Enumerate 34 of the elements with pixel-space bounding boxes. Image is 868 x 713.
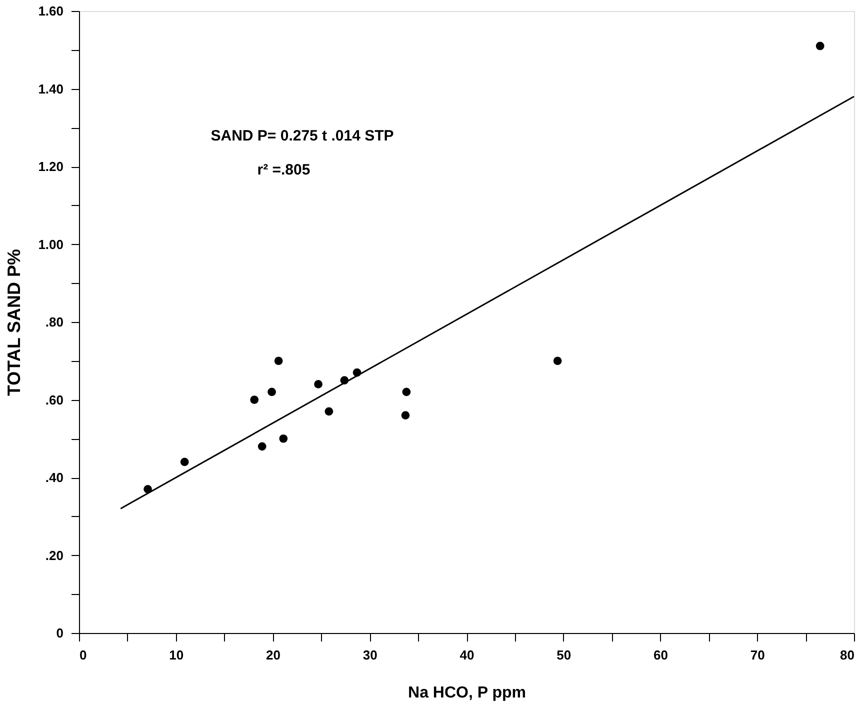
- point: [816, 42, 824, 50]
- y-tick-label: .60: [45, 392, 64, 408]
- x-tick-label: 70: [750, 648, 765, 662]
- y-axis-title: TOTAL SAND P%: [4, 248, 24, 396]
- point: [258, 442, 266, 451]
- point: [401, 411, 410, 420]
- y-tick-label: 0: [56, 626, 64, 640]
- point: [402, 388, 411, 396]
- x-tick-label: 50: [556, 648, 572, 662]
- x-tick-label: 40: [460, 648, 474, 662]
- y-tick-label: .80: [45, 314, 64, 330]
- y-tick-label: 1.00: [38, 236, 64, 252]
- x-tick-label: 20: [266, 648, 280, 662]
- y-tick-label: 1.60: [38, 4, 64, 18]
- x-tick-label: 30: [362, 648, 378, 662]
- x-tick-label: 80: [840, 648, 854, 662]
- point: [274, 356, 283, 366]
- x-tick-label: 60: [654, 648, 668, 662]
- annotation: r² =.805: [257, 162, 310, 179]
- x-tick-label: 0: [80, 648, 87, 662]
- point: [250, 396, 259, 404]
- point: [268, 388, 276, 396]
- y-tick-label: 1.40: [38, 81, 64, 96]
- point: [553, 356, 562, 366]
- x-tick-label: 10: [169, 648, 184, 662]
- point: [279, 434, 288, 443]
- point: [314, 380, 322, 388]
- point: [180, 458, 189, 466]
- y-tick-label: 1.20: [38, 159, 64, 174]
- x-axis-title: Na HCO, P ppm: [408, 684, 526, 702]
- point: [324, 407, 334, 416]
- annotation: SAND P= 0.275 t .014 STP: [210, 127, 394, 144]
- y-tick-label: .20: [45, 548, 64, 563]
- y-tick-label: .40: [45, 470, 64, 485]
